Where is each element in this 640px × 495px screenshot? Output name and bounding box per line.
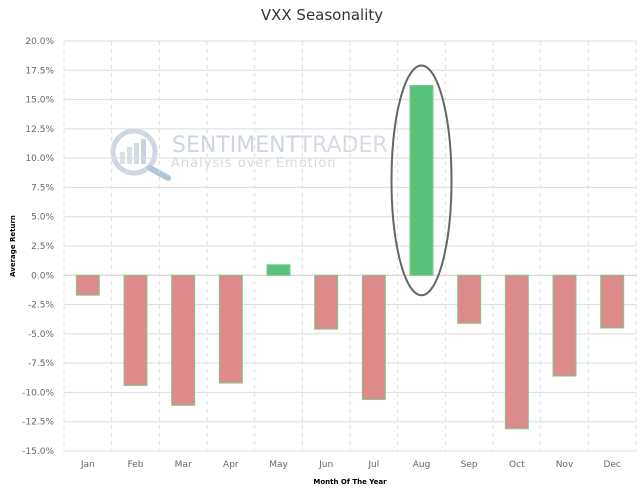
- y-tick-label: 12.5%: [25, 125, 54, 135]
- y-tick-label: 5.0%: [31, 213, 54, 223]
- y-tick-label: -2.5%: [28, 301, 55, 311]
- x-axis-ticks: Jan Feb Mar Apr May Jun Jul Aug Sep Oct Nov Dec: [80, 460, 621, 470]
- x-tick-label: May: [269, 460, 288, 470]
- bar-nov: [552, 274, 577, 377]
- sentimentrader-watermark: SENTIMENTTRADER Analysis over Emotion: [110, 128, 388, 181]
- y-tick-label: 2.5%: [31, 242, 54, 252]
- y-tick-label: 0.0%: [31, 271, 54, 281]
- y-tick-label: 20.0%: [25, 37, 54, 47]
- watermark-tagline: Analysis over Emotion: [171, 156, 337, 171]
- y-tick-label: 7.5%: [31, 183, 54, 193]
- x-tick-label: Nov: [556, 460, 574, 470]
- bar-may: [266, 264, 291, 276]
- bar-mar: [171, 274, 196, 406]
- x-tick-label: Mar: [175, 460, 192, 470]
- x-tick-label: Sep: [461, 460, 478, 470]
- watermark-brand: SENTIMENTTRADER: [172, 133, 388, 158]
- y-axis-label: Average Return: [9, 215, 17, 277]
- highlight-ellipse: [390, 64, 453, 297]
- x-tick-label: Dec: [603, 460, 620, 470]
- y-tick-label: -12.5%: [22, 418, 54, 428]
- bar-jan: [75, 274, 100, 296]
- y-tick-label: -5.0%: [28, 330, 55, 340]
- watermark-brand-right: TRADER: [298, 133, 388, 158]
- y-tick-label: -10.0%: [22, 388, 54, 398]
- y-tick-label: 17.5%: [25, 66, 54, 76]
- y-tick-label: -7.5%: [28, 359, 55, 369]
- x-tick-label: Oct: [509, 460, 525, 470]
- y-tick-label: 15.0%: [25, 96, 54, 106]
- x-tick-label: Aug: [413, 460, 431, 470]
- x-tick-label: Apr: [223, 460, 239, 470]
- watermark-brand-left: SENTIMENT: [172, 133, 300, 158]
- bar-feb: [123, 274, 148, 386]
- x-tick-label: Jul: [367, 460, 379, 470]
- bar-oct: [504, 274, 529, 430]
- bar-dec: [600, 274, 625, 329]
- bar-jun: [314, 274, 339, 330]
- chart-title: VXX Seasonality: [261, 6, 383, 24]
- bars: [75, 85, 625, 430]
- x-tick-label: Jan: [80, 460, 95, 470]
- y-tick-label: -15.0%: [22, 447, 54, 457]
- y-axis-ticks: 20.0% 17.5% 15.0% 12.5% 10.0% 7.5% 5.0% 2.5% 0.0…: [22, 37, 54, 457]
- x-tick-label: Jun: [318, 460, 333, 470]
- bar-jul: [361, 274, 386, 400]
- bar-apr: [218, 274, 243, 384]
- bar-aug: [409, 85, 434, 276]
- y-tick-label: 10.0%: [25, 154, 54, 164]
- x-tick-label: Feb: [128, 460, 144, 470]
- bar-sep: [457, 274, 482, 324]
- grid-lines: [63, 40, 637, 452]
- x-axis-label: Month Of The Year: [313, 478, 387, 486]
